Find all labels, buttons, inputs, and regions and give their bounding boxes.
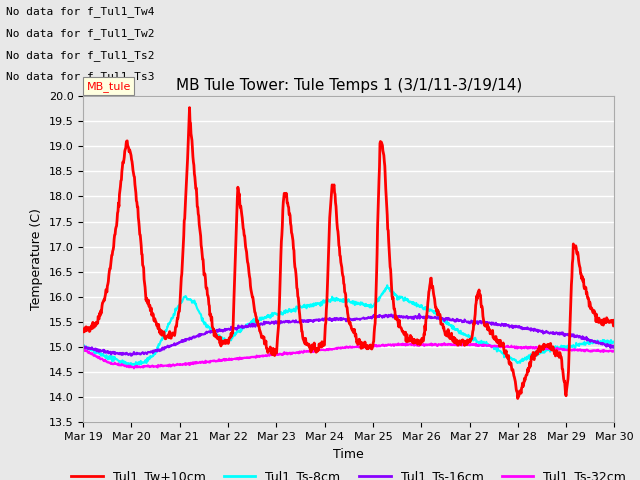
Text: No data for f_Tul1_Ts2: No data for f_Tul1_Ts2	[6, 49, 155, 60]
Y-axis label: Temperature (C): Temperature (C)	[30, 208, 43, 310]
Text: MB_tule: MB_tule	[86, 81, 131, 92]
Text: No data for f_Tul1_Tw4: No data for f_Tul1_Tw4	[6, 6, 155, 17]
Title: MB Tule Tower: Tule Temps 1 (3/1/11-3/19/14): MB Tule Tower: Tule Temps 1 (3/1/11-3/19…	[175, 78, 522, 94]
Text: No data for f_Tul1_Ts3: No data for f_Tul1_Ts3	[6, 71, 155, 82]
Legend: Tul1_Tw+10cm, Tul1_Ts-8cm, Tul1_Ts-16cm, Tul1_Ts-32cm: Tul1_Tw+10cm, Tul1_Ts-8cm, Tul1_Ts-16cm,…	[67, 465, 631, 480]
Text: No data for f_Tul1_Tw2: No data for f_Tul1_Tw2	[6, 28, 155, 39]
X-axis label: Time: Time	[333, 448, 364, 461]
